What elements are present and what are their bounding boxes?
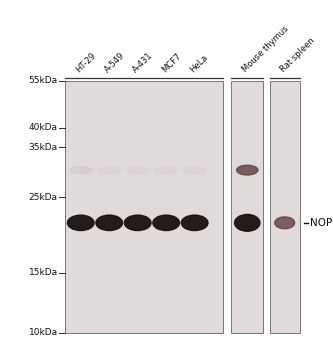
- Text: 40kDa: 40kDa: [29, 123, 58, 132]
- Ellipse shape: [69, 167, 92, 174]
- Text: Mouse thymus: Mouse thymus: [241, 25, 291, 74]
- Ellipse shape: [124, 215, 151, 231]
- Bar: [65, 80, 223, 332]
- Text: HT-29: HT-29: [74, 51, 98, 74]
- Text: A-431: A-431: [131, 50, 155, 74]
- Text: 55kDa: 55kDa: [29, 76, 58, 85]
- Ellipse shape: [155, 167, 177, 174]
- Ellipse shape: [153, 215, 179, 231]
- Bar: [270, 80, 300, 332]
- Bar: [231, 80, 263, 332]
- Ellipse shape: [96, 215, 123, 231]
- Text: MCF7: MCF7: [160, 51, 183, 74]
- Text: Rat spleen: Rat spleen: [278, 36, 316, 74]
- Text: NOP16: NOP16: [310, 218, 333, 228]
- Ellipse shape: [181, 215, 208, 231]
- Text: A-549: A-549: [103, 51, 127, 74]
- Text: 15kDa: 15kDa: [29, 268, 58, 277]
- Text: HeLa: HeLa: [188, 53, 210, 74]
- Ellipse shape: [234, 215, 260, 231]
- Ellipse shape: [236, 165, 258, 175]
- Text: 10kDa: 10kDa: [29, 328, 58, 337]
- Ellipse shape: [275, 217, 295, 229]
- Ellipse shape: [67, 215, 94, 231]
- Text: 35kDa: 35kDa: [29, 143, 58, 152]
- Ellipse shape: [126, 167, 149, 174]
- Ellipse shape: [183, 167, 206, 174]
- Ellipse shape: [98, 167, 121, 174]
- Text: 25kDa: 25kDa: [29, 193, 58, 202]
